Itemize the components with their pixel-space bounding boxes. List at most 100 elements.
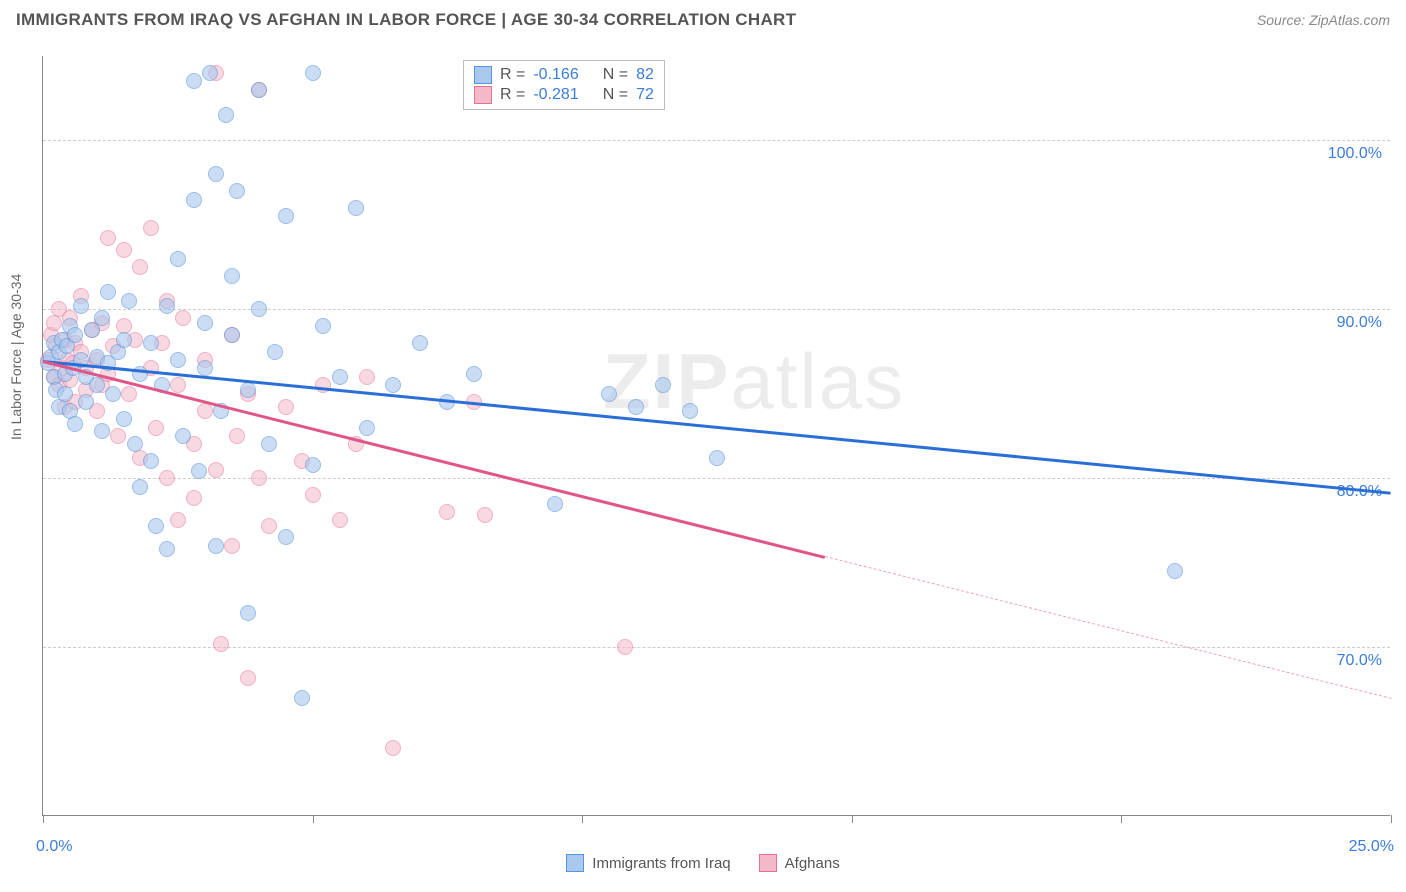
scatter-point <box>105 386 121 402</box>
scatter-point <box>208 166 224 182</box>
grid-line <box>43 140 1390 141</box>
scatter-point <box>261 518 277 534</box>
scatter-point <box>709 450 725 466</box>
scatter-point <box>477 507 493 523</box>
scatter-point <box>186 192 202 208</box>
scatter-point <box>121 386 137 402</box>
scatter-point <box>191 463 207 479</box>
scatter-chart: ZIPatlas R = -0.166 N = 82 R = -0.281 N … <box>42 56 1390 816</box>
scatter-point <box>78 394 94 410</box>
scatter-point <box>57 386 73 402</box>
scatter-point <box>186 490 202 506</box>
scatter-point <box>359 369 375 385</box>
legend-item-afghan: Afghans <box>759 854 840 872</box>
scatter-point <box>547 496 563 512</box>
x-tick <box>43 815 44 823</box>
scatter-point <box>132 479 148 495</box>
y-axis-label: In Labor Force | Age 30-34 <box>8 274 24 440</box>
scatter-point <box>143 335 159 351</box>
scatter-point <box>94 310 110 326</box>
legend-label-afghan: Afghans <box>785 855 840 872</box>
swatch-iraq <box>474 66 492 84</box>
scatter-point <box>100 284 116 300</box>
scatter-point <box>127 436 143 452</box>
scatter-point <box>251 82 267 98</box>
scatter-point <box>186 73 202 89</box>
scatter-point <box>94 423 110 439</box>
scatter-point <box>305 487 321 503</box>
scatter-point <box>208 462 224 478</box>
scatter-point <box>89 377 105 393</box>
scatter-point <box>116 242 132 258</box>
swatch-afghan <box>474 86 492 104</box>
scatter-point <box>240 670 256 686</box>
scatter-point <box>116 332 132 348</box>
scatter-point <box>197 315 213 331</box>
scatter-point <box>278 529 294 545</box>
scatter-point <box>267 344 283 360</box>
y-tick-label: 70.0% <box>1337 652 1382 670</box>
scatter-point <box>218 107 234 123</box>
trend-line-dashed <box>825 556 1391 699</box>
scatter-point <box>278 208 294 224</box>
scatter-point <box>202 65 218 81</box>
scatter-point <box>67 327 83 343</box>
x-tick <box>1121 815 1122 823</box>
scatter-point <box>121 293 137 309</box>
scatter-point <box>170 251 186 267</box>
scatter-point <box>655 377 671 393</box>
scatter-point <box>175 428 191 444</box>
y-tick-label: 100.0% <box>1328 145 1382 163</box>
scatter-point <box>439 504 455 520</box>
scatter-point <box>110 428 126 444</box>
scatter-point <box>224 268 240 284</box>
scatter-point <box>240 382 256 398</box>
chart-title: IMMIGRANTS FROM IRAQ VS AFGHAN IN LABOR … <box>16 10 796 30</box>
grid-line <box>43 309 1390 310</box>
scatter-point <box>213 636 229 652</box>
scatter-point <box>143 453 159 469</box>
legend-item-iraq: Immigrants from Iraq <box>566 854 730 872</box>
x-tick-25: 25.0% <box>1349 838 1394 856</box>
grid-line <box>43 478 1390 479</box>
scatter-point <box>159 298 175 314</box>
scatter-point <box>359 420 375 436</box>
correlation-row-iraq: R = -0.166 N = 82 <box>474 65 654 85</box>
scatter-point <box>116 411 132 427</box>
scatter-point <box>73 298 89 314</box>
scatter-point <box>628 399 644 415</box>
trend-line <box>43 360 1391 495</box>
scatter-point <box>159 541 175 557</box>
scatter-point <box>197 403 213 419</box>
y-tick-label: 90.0% <box>1337 314 1382 332</box>
scatter-point <box>132 259 148 275</box>
scatter-point <box>251 470 267 486</box>
scatter-point <box>294 690 310 706</box>
scatter-point <box>466 366 482 382</box>
scatter-point <box>208 538 224 554</box>
scatter-point <box>197 360 213 376</box>
scatter-point <box>148 518 164 534</box>
scatter-point <box>278 399 294 415</box>
scatter-point <box>305 65 321 81</box>
x-tick <box>582 815 583 823</box>
scatter-point <box>159 470 175 486</box>
scatter-point <box>1167 563 1183 579</box>
scatter-point <box>170 352 186 368</box>
watermark: ZIPatlas <box>603 336 905 427</box>
x-tick-0: 0.0% <box>36 838 72 856</box>
scatter-point <box>229 428 245 444</box>
scatter-point <box>601 386 617 402</box>
chart-header: IMMIGRANTS FROM IRAQ VS AFGHAN IN LABOR … <box>0 0 1406 36</box>
scatter-point <box>175 310 191 326</box>
scatter-point <box>224 538 240 554</box>
scatter-point <box>412 335 428 351</box>
correlation-row-afghan: R = -0.281 N = 72 <box>474 85 654 105</box>
scatter-point <box>261 436 277 452</box>
scatter-point <box>617 639 633 655</box>
legend-label-iraq: Immigrants from Iraq <box>592 855 730 872</box>
scatter-point <box>67 416 83 432</box>
scatter-point <box>385 377 401 393</box>
scatter-point <box>348 200 364 216</box>
scatter-point <box>170 377 186 393</box>
